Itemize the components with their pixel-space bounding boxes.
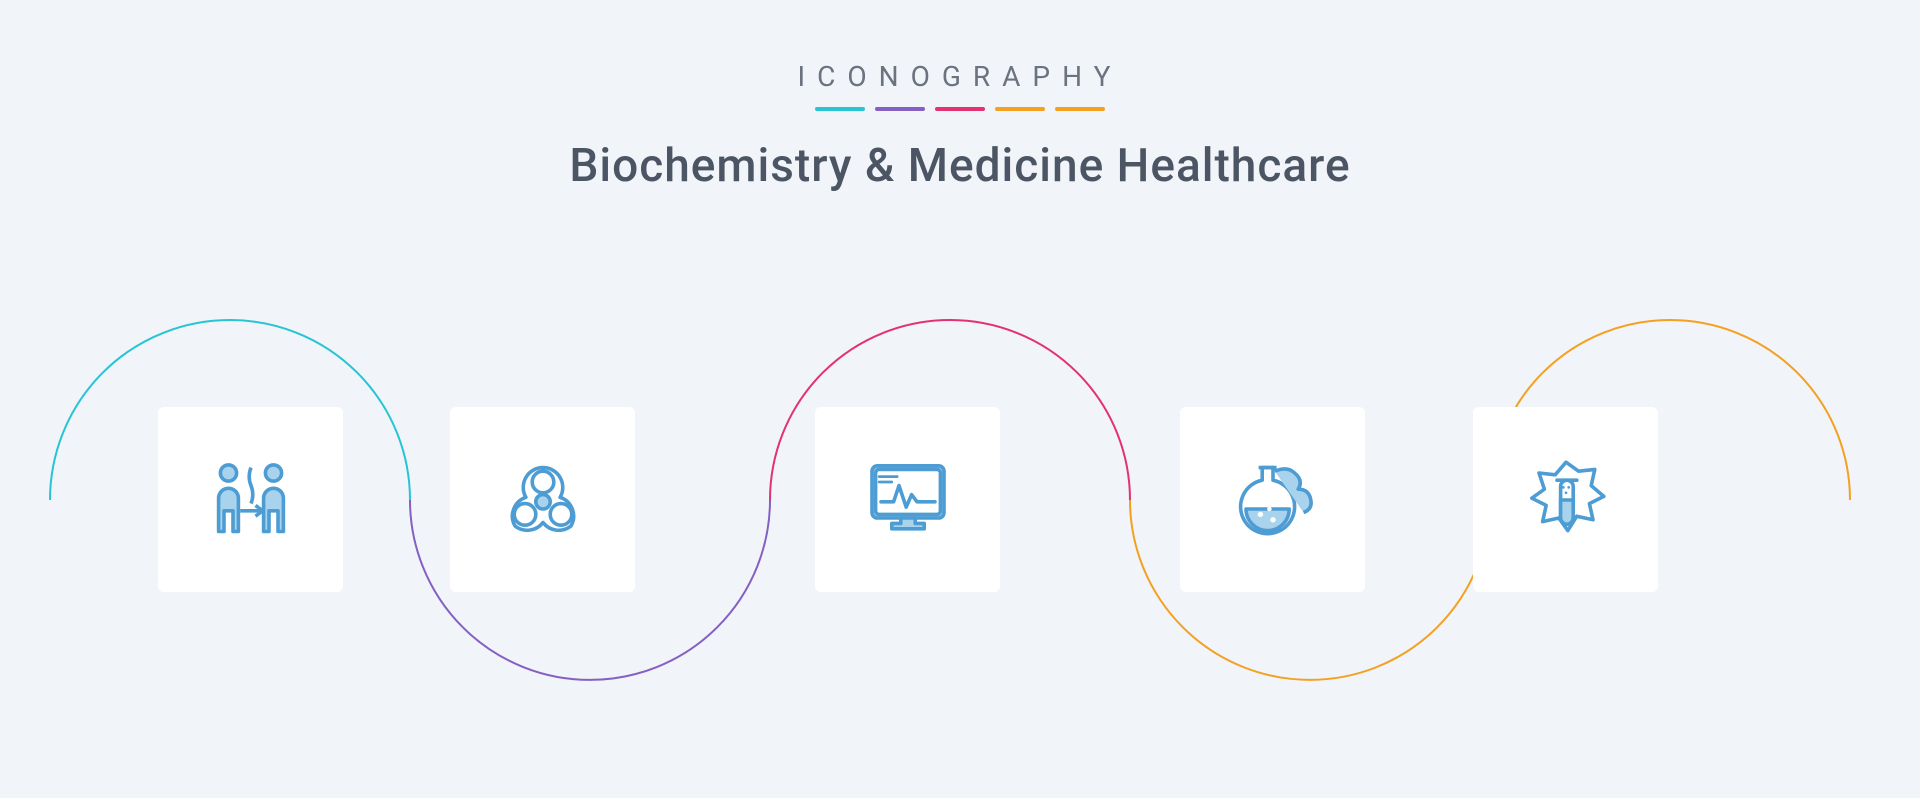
brand-dashes (0, 107, 1920, 111)
brand-text: ICONOGRAPHY (0, 60, 1920, 93)
icon-stage (0, 300, 1920, 700)
dash (935, 107, 985, 111)
icon-card (815, 407, 1000, 592)
patient-transfer-icon (206, 455, 296, 545)
dash (995, 107, 1045, 111)
page-title: Biochemistry & Medicine Healthcare (0, 139, 1920, 193)
round-flask-icon (1228, 455, 1318, 545)
icon-card (1473, 407, 1658, 592)
ecg-monitor-icon (863, 455, 953, 545)
header: ICONOGRAPHY Biochemistry & Medicine Heal… (0, 0, 1920, 193)
dash (815, 107, 865, 111)
biohazard-icon (498, 455, 588, 545)
icon-card (450, 407, 635, 592)
dash (875, 107, 925, 111)
icon-card (158, 407, 343, 592)
test-tube-burst-icon (1521, 455, 1611, 545)
dash (1055, 107, 1105, 111)
icon-card (1180, 407, 1365, 592)
